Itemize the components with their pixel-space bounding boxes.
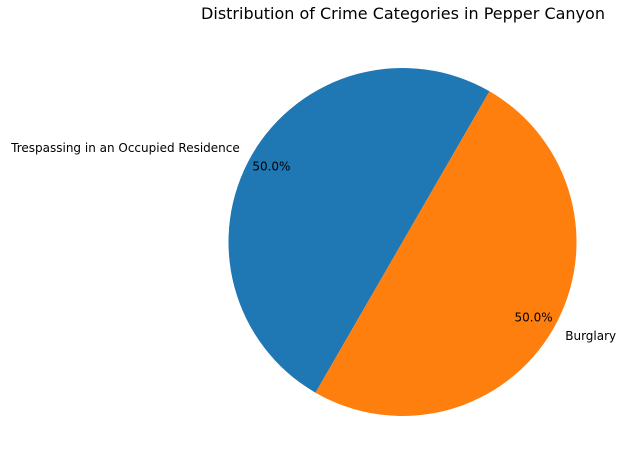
pie-slices (228, 67, 577, 416)
pie-slice-label-burglary: Burglary (565, 329, 616, 343)
pie-slice-trespassing-in-an-occupied-residence (228, 67, 490, 393)
pie-slice-label-trespassing-in-an-occupied-residence: Trespassing in an Occupied Residence (10, 141, 240, 155)
pie-percent-label: 50.0% (515, 311, 553, 325)
pie-percent-label: 50.0% (252, 159, 290, 173)
pie-slice-burglary (315, 91, 577, 416)
pie-labels: 50.0% Trespassing in an Occupied Residenc… (10, 141, 616, 343)
chart-title: Distribution of Crime Categories in Pepp… (201, 4, 605, 23)
